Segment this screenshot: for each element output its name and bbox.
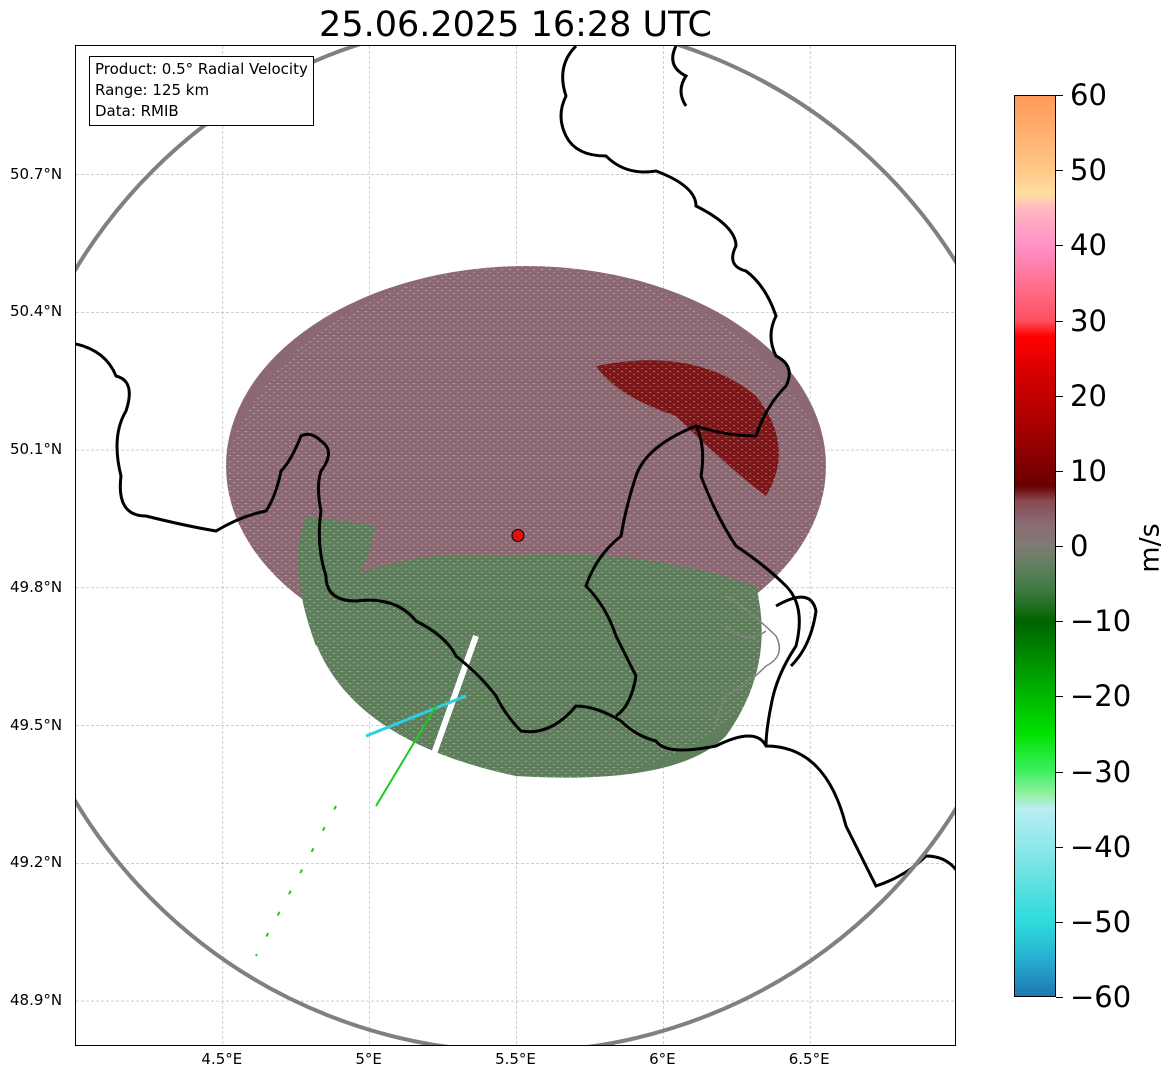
colorbar-tick-label: 60	[1070, 78, 1107, 112]
colorbar-tick-mark	[1056, 846, 1063, 848]
velocity-field	[216, 266, 836, 957]
colorbar-tick-mark	[1056, 546, 1063, 547]
map-title: 25.06.2025 16:28 UTC	[319, 5, 712, 45]
x-tick-label: 4.5°E	[201, 1050, 243, 1068]
colorbar-tick-label: −60	[1070, 980, 1132, 1014]
y-tick-label: 50.4°N	[10, 302, 63, 321]
colorbar-tick-label: −40	[1070, 829, 1132, 864]
x-tick-label: 6°E	[649, 1050, 676, 1068]
colorbar-tick-mark	[1056, 320, 1063, 322]
regional-borders	[715, 595, 781, 727]
colorbar	[1014, 95, 1056, 997]
x-tick-label: 5.5°E	[495, 1050, 536, 1068]
clutter-spokes	[255, 634, 479, 957]
colorbar-tick-label: −30	[1070, 754, 1132, 789]
colorbar-tick-mark	[1056, 997, 1063, 998]
colorbar-tick-label: 20	[1070, 378, 1107, 413]
colorbar-unit-label: m/s	[1134, 523, 1166, 573]
echo-texture	[216, 266, 836, 786]
product-label: Product: 0.5° Radial Velocity	[95, 60, 308, 78]
radar-map[interactable]	[75, 45, 956, 1046]
y-tick-label: 49.5°N	[10, 715, 63, 734]
colorbar-tick-label: 30	[1070, 303, 1107, 338]
country-borders	[76, 46, 955, 888]
product-info-box: Product: 0.5° Radial Velocity Range: 125…	[89, 56, 314, 126]
colorbar-tick-mark	[1056, 470, 1063, 472]
colorbar-tick-mark	[1056, 395, 1063, 397]
y-tick-label: 50.7°N	[10, 164, 63, 183]
radar-site-marker	[511, 528, 525, 542]
y-tick-label: 49.8°N	[10, 577, 63, 596]
colorbar-tick-label: 40	[1070, 228, 1107, 263]
colorbar-tick-mark	[1056, 170, 1063, 172]
colorbar-tick-mark	[1056, 95, 1063, 96]
colorbar-tick-mark	[1056, 245, 1063, 247]
colorbar-tick-mark	[1056, 921, 1063, 923]
colorbar-tick-label: −50	[1070, 904, 1132, 939]
data-source-label: Data: RMIB	[95, 102, 179, 120]
y-tick-label: 48.9°N	[10, 991, 63, 1010]
colorbar-tick-mark	[1056, 696, 1063, 698]
radar-map-canvas	[76, 46, 955, 1045]
colorbar-tick-label: 50	[1070, 153, 1107, 188]
y-tick-label: 49.2°N	[10, 853, 63, 872]
colorbar-tick-mark	[1056, 621, 1063, 623]
range-label: Range: 125 km	[95, 81, 210, 99]
x-tick-label: 5°E	[355, 1050, 382, 1068]
x-tick-label: 6.5°E	[788, 1050, 830, 1068]
colorbar-tick-label: −20	[1070, 679, 1132, 714]
colorbar-tick-label: −10	[1070, 604, 1132, 639]
y-tick-label: 50.1°N	[10, 440, 63, 459]
colorbar-tick-mark	[1056, 771, 1063, 773]
colorbar-tick-label: 10	[1070, 453, 1107, 488]
colorbar-tick-label: 0	[1070, 529, 1089, 563]
